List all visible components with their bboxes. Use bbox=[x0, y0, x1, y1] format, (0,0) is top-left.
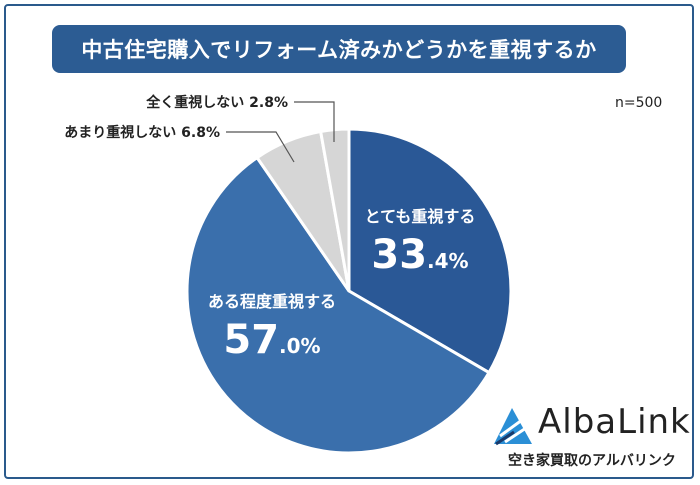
brand-logo: AlbaLink 空き家買取のアルバリンク bbox=[478, 400, 690, 475]
pie-slice bbox=[318, 127, 351, 292]
brand-tagline: 空き家買取のアルバリンク bbox=[508, 453, 676, 469]
slice-label: あまり重視しない 6.8% bbox=[64, 124, 220, 141]
pie-slice bbox=[185, 155, 492, 455]
pie-slice bbox=[347, 127, 513, 375]
leader-line bbox=[226, 131, 295, 163]
albalink-logo-icon bbox=[494, 408, 532, 446]
slice-label: 全く重視しない 2.8% bbox=[145, 94, 288, 111]
chart-title: 中古住宅購入でリフォーム済みかどうかを重視するか bbox=[81, 38, 597, 62]
brand-name: AlbaLink bbox=[538, 402, 691, 442]
sample-size-label: n=500 bbox=[615, 95, 663, 111]
slice-label: ある程度重視する bbox=[208, 292, 336, 311]
slice-label: とても重視する bbox=[365, 207, 476, 226]
leader-line bbox=[294, 101, 335, 142]
slice-value: 33.4% bbox=[371, 232, 468, 278]
slice-value: 57.0% bbox=[223, 317, 320, 363]
title-banner: 中古住宅購入でリフォーム済みかどうかを重視するか bbox=[52, 25, 626, 73]
